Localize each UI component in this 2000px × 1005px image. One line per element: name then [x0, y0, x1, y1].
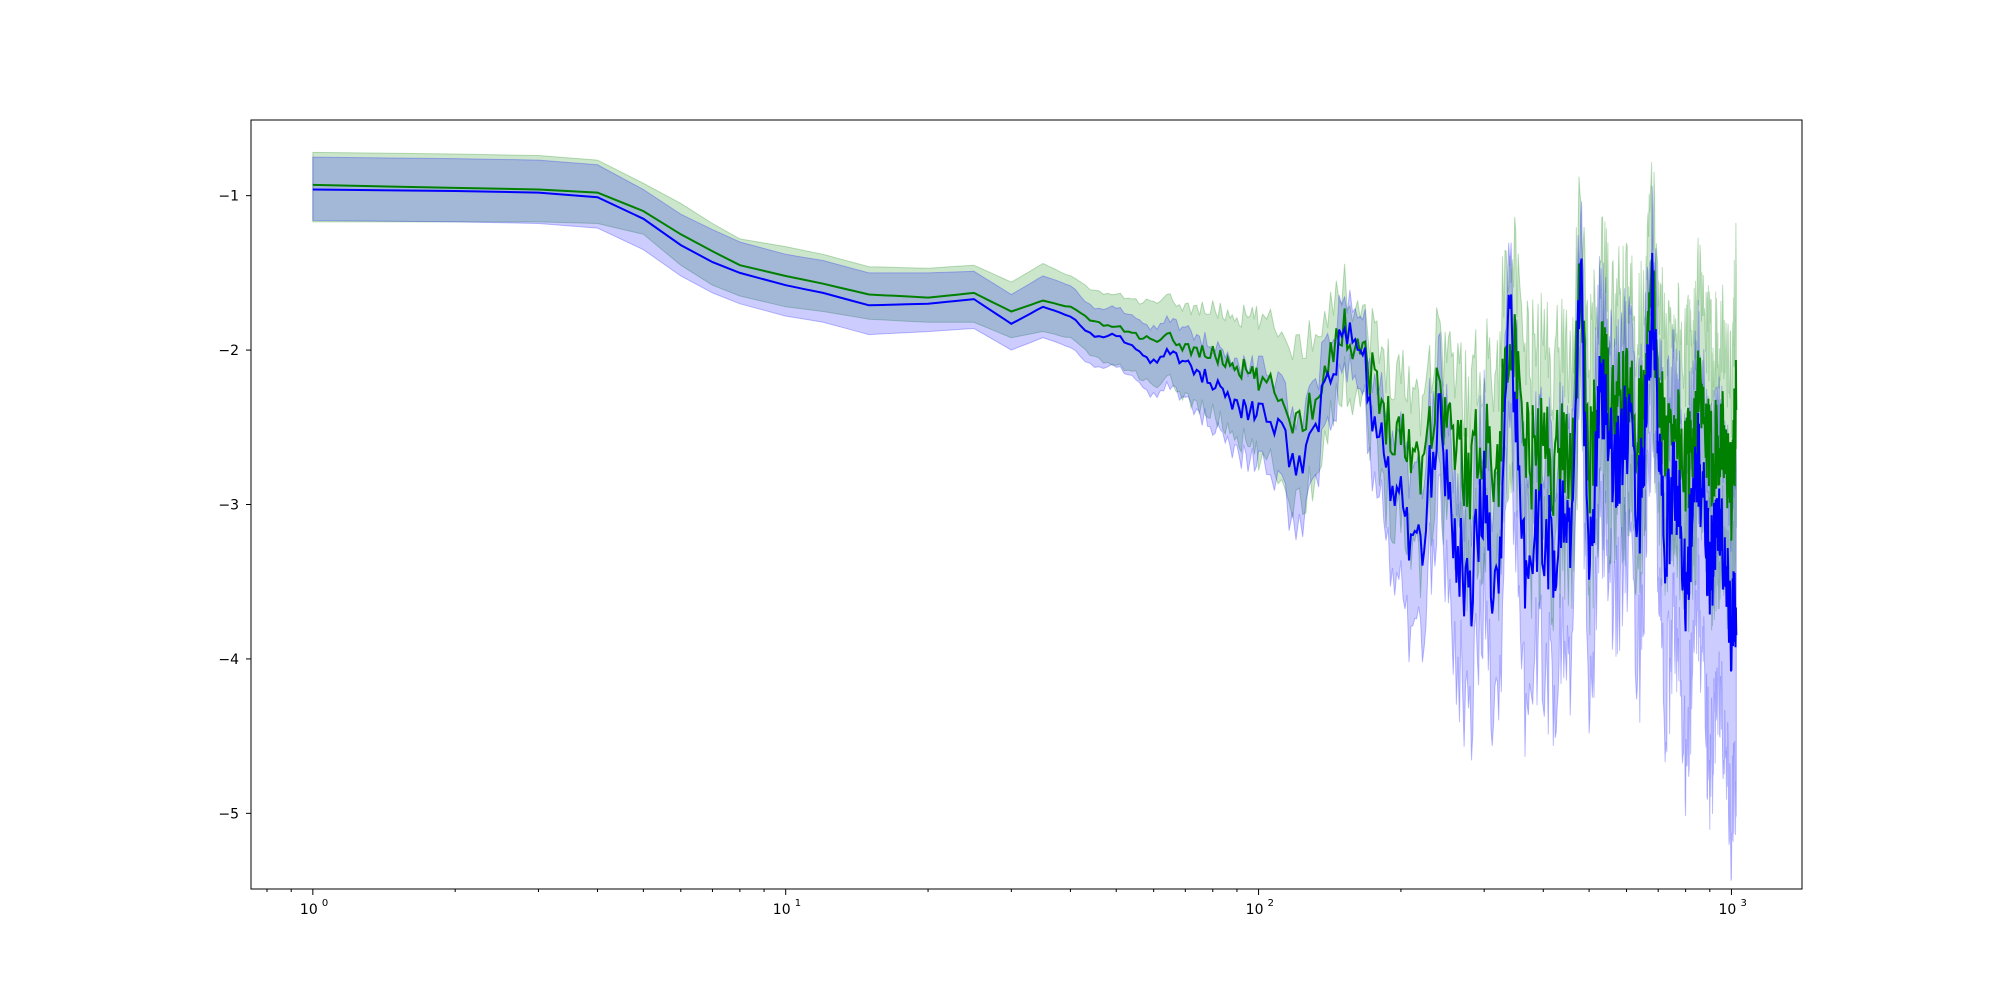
y-tick-label: −1 [218, 189, 239, 205]
x-tick-exponent: 3 [1740, 898, 1746, 909]
x-tick-label: 10 [300, 902, 318, 918]
y-tick-label: −5 [218, 806, 239, 822]
y-tick-label: −2 [218, 343, 239, 359]
x-tick-exponent: 1 [795, 898, 801, 909]
confidence-band-green [312, 151, 1737, 665]
x-tick-label: 10 [1719, 902, 1737, 918]
y-tick-label: −4 [218, 652, 239, 668]
y-tick-label: −3 [218, 498, 239, 514]
x-tick-label: 10 [1246, 902, 1264, 918]
axes: −1−2−3−4−510 0 10 1 10 2 10 3 [218, 189, 1746, 918]
x-tick-label: 10 [773, 902, 791, 918]
x-tick-exponent: 0 [322, 898, 328, 909]
x-tick-exponent: 2 [1268, 898, 1274, 909]
series-lines [312, 183, 1738, 672]
series-line-blue [312, 188, 1738, 672]
plot-area-frame [250, 119, 1803, 890]
